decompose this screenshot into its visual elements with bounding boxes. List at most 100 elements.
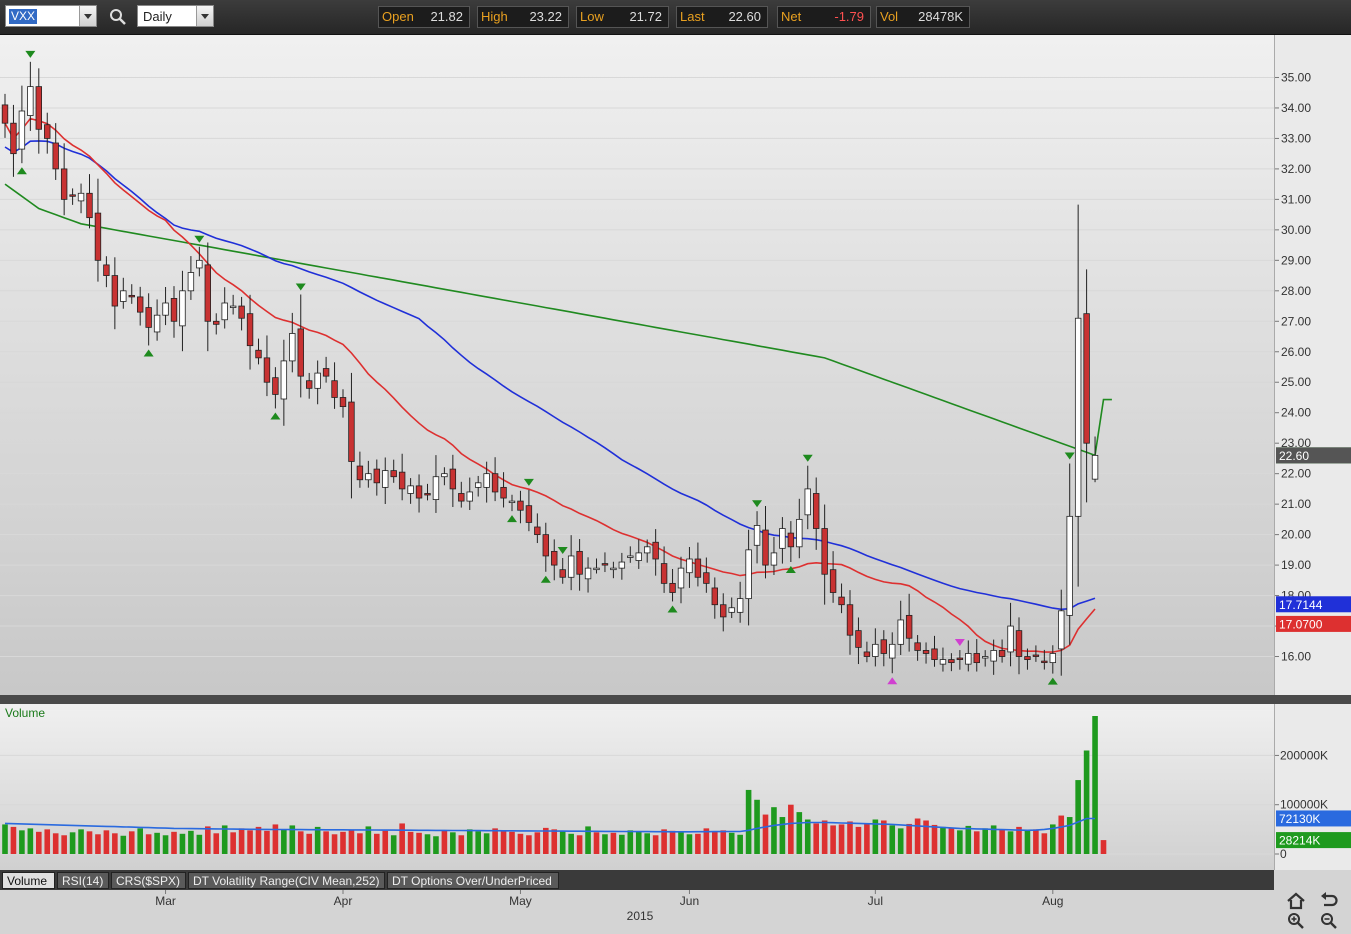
home-icon[interactable] (1286, 892, 1306, 910)
candle-body (956, 657, 964, 660)
candle-body (593, 567, 600, 571)
volume-bar (1007, 831, 1014, 854)
volume-bar (695, 833, 701, 854)
volume-bar (1033, 829, 1039, 854)
volume-bar (652, 835, 659, 854)
volume-bar (221, 825, 228, 854)
price-axis[interactable]: 16.0017.0018.0019.0020.0021.0022.0023.00… (1274, 35, 1351, 695)
candle-body (77, 192, 85, 202)
swing-high-marker (523, 478, 534, 486)
volume-bar (399, 823, 405, 854)
period-select[interactable]: Daily (137, 5, 214, 27)
candle-body (280, 360, 288, 400)
quote-last-value: 22.60 (728, 9, 761, 24)
time-tick-label: Mar (155, 894, 176, 908)
volume-bar (86, 831, 93, 854)
volume-bar (661, 829, 667, 854)
zoom-out-icon[interactable] (1319, 912, 1339, 930)
volume-bar (737, 834, 743, 854)
chevron-down-icon[interactable] (196, 6, 213, 26)
symbol-text: VXX (9, 9, 38, 24)
volume-bar (788, 804, 794, 854)
time-axis[interactable]: Mar Apr May Jun Jul Aug 2015 (0, 890, 1274, 931)
candle-body (1, 104, 9, 124)
candle-body (365, 473, 372, 481)
candle-body (145, 307, 152, 328)
candle-body (187, 272, 195, 292)
volume-bar (289, 825, 296, 854)
volume-bar (475, 831, 481, 854)
candle-body (728, 607, 735, 613)
volume-chart[interactable]: Volume (0, 704, 1274, 870)
candle-body (601, 563, 609, 566)
tab-rsi[interactable]: RSI(14) (57, 872, 109, 889)
candle-body (584, 567, 592, 580)
time-axis-labels: Mar Apr May Jun Jul Aug 2015 (155, 890, 1063, 923)
volume-bar (78, 829, 84, 854)
volume-bar (931, 824, 938, 854)
volume-bar (264, 830, 270, 854)
volume-bar (154, 832, 160, 854)
volume-bar (940, 826, 946, 854)
volume-bar (872, 819, 879, 854)
pane-splitter[interactable] (0, 695, 1351, 704)
candle-body (576, 550, 583, 575)
volume-bar (889, 825, 896, 854)
volume-bar (1075, 780, 1081, 854)
volume-bar (804, 819, 811, 854)
volume-bar (610, 832, 617, 854)
volume-bar (10, 826, 17, 854)
zoom-in-icon[interactable] (1286, 912, 1306, 930)
tab-crs[interactable]: CRS($SPX) (111, 872, 186, 889)
volume-chart-pane[interactable]: Volume (0, 704, 1274, 870)
price-tick-label: 27.00 (1281, 314, 1311, 328)
candle-body (491, 473, 499, 493)
undo-icon[interactable] (1319, 892, 1339, 910)
volume-bar (458, 835, 465, 854)
candle-body (686, 558, 693, 574)
symbol-dropdown-button[interactable] (79, 6, 96, 26)
volume-bar (247, 830, 253, 854)
volume-bar (973, 831, 980, 854)
search-icon[interactable] (108, 7, 128, 27)
volume-bar (627, 830, 634, 854)
swing-high-marker (295, 283, 306, 291)
volume-bar (44, 829, 51, 854)
candle-body (863, 651, 871, 657)
volume-bar (923, 820, 929, 854)
quote-last-label: Last (680, 9, 705, 24)
tab-bar-spacer (1274, 870, 1351, 890)
tab-volume[interactable]: Volume (2, 872, 55, 889)
volume-bar (1058, 815, 1065, 854)
candle-body (221, 302, 228, 321)
candle-body (339, 397, 347, 408)
volume-bar (483, 833, 490, 854)
price-tick-label: 35.00 (1281, 70, 1311, 84)
volume-bar (1100, 840, 1107, 854)
swing-low-marker (887, 677, 898, 685)
price-tag-label: 22.60 (1279, 449, 1309, 463)
toolbar: VXX Daily Open 21.82 High 23.22 Low 21.7… (0, 0, 1351, 35)
volume-bar (559, 831, 566, 854)
candle-body (69, 194, 76, 197)
candle-body (179, 290, 186, 327)
candle-body (517, 500, 524, 511)
price-chart-pane[interactable] (0, 35, 1274, 695)
candle-body (652, 541, 659, 560)
symbol-input[interactable]: VXX (5, 5, 97, 27)
volume-axis[interactable]: 0 100000K 200000K 72130K 28214K (1274, 704, 1351, 870)
candle-body (238, 305, 245, 319)
swing-high-marker (1064, 452, 1075, 460)
tab-dt-volatility[interactable]: DT Volatility Range(CIV Mean,252) (188, 872, 385, 889)
candle-body (94, 212, 102, 261)
price-chart[interactable] (0, 35, 1274, 695)
tab-dt-options[interactable]: DT Options Over/UnderPriced (387, 872, 559, 889)
candle-body (905, 614, 913, 639)
swing-high-marker (802, 454, 813, 462)
volume-bar (1050, 824, 1056, 854)
candle-body (111, 275, 119, 307)
volume-bar (61, 835, 67, 854)
candle-body (373, 468, 380, 484)
candle-body (1041, 660, 1048, 664)
candle-body (390, 470, 397, 478)
